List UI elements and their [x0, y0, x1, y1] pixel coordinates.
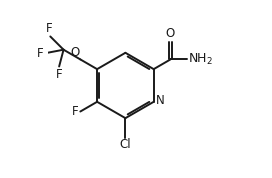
Text: F: F	[46, 22, 53, 35]
Text: O: O	[70, 46, 79, 59]
Text: N: N	[156, 94, 165, 107]
Text: F: F	[56, 68, 63, 81]
Text: F: F	[72, 105, 79, 118]
Text: F: F	[37, 47, 44, 60]
Text: Cl: Cl	[120, 138, 131, 151]
Text: NH$_2$: NH$_2$	[188, 52, 213, 67]
Text: O: O	[166, 27, 175, 40]
